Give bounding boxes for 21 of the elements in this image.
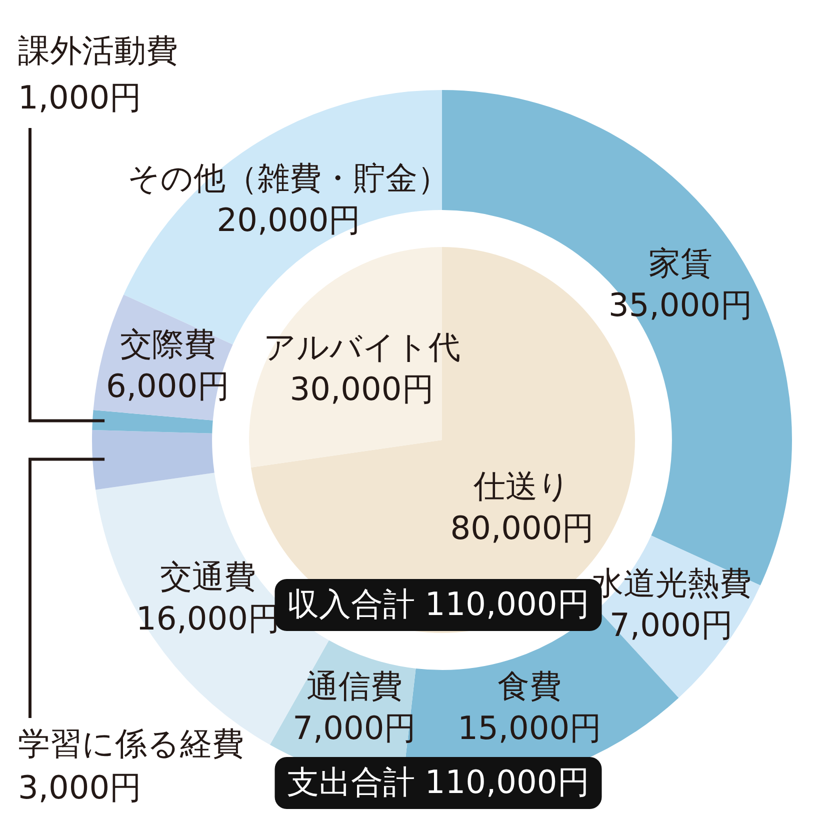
slice-label: 学習に係る経費 (18, 724, 244, 762)
data-label: 15,000円 (458, 708, 602, 747)
data-label: 7,000円 (292, 708, 416, 747)
slice-label: 通信費 (306, 666, 402, 705)
slice-label: その他（雑費・貯金） (128, 158, 450, 197)
data-label: 3,000円 (18, 768, 142, 806)
data-label: 1,000円 (18, 78, 142, 116)
slice-label: 仕送り (472, 466, 571, 505)
data-label: 6,000円 (106, 367, 230, 406)
data-label: 80,000円 (450, 508, 594, 547)
data-label: 7,000円 (610, 606, 734, 644)
text: 収入合計 110,000円 (286, 585, 590, 623)
slice-label: 家賃 (648, 244, 712, 282)
slice-label: アルバイト代 (263, 328, 460, 366)
data-label: 20,000円 (216, 200, 361, 239)
slice-label: 課外活動費 (18, 31, 178, 70)
slice-label: 交通費 (160, 557, 256, 596)
data-label: 30,000円 (290, 370, 434, 408)
slice-label: 交際費 (120, 325, 216, 364)
slice-label: 食費 (498, 666, 562, 705)
text: 支出合計 110,000円 (274, 757, 602, 809)
